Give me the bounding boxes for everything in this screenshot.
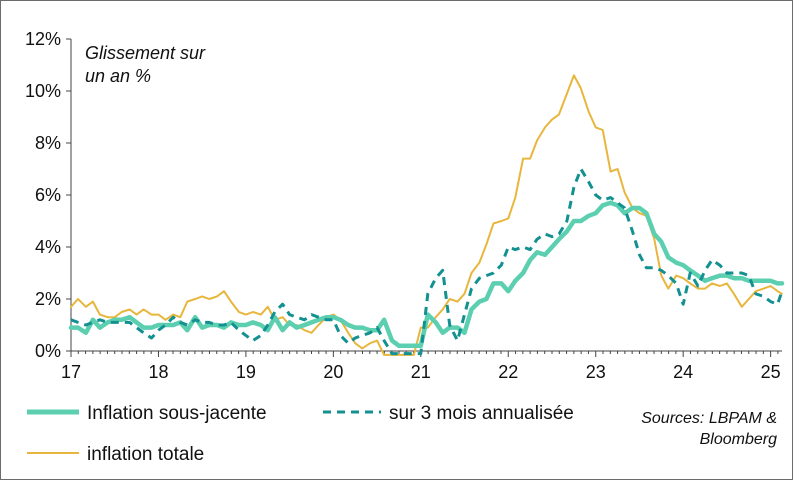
y-tick-label: 6% — [35, 185, 61, 205]
x-tick-label: 19 — [236, 362, 256, 382]
series-line-3m-annualized — [70, 167, 784, 356]
series-line-core — [68, 200, 785, 349]
y-tick-label: 12% — [25, 29, 61, 49]
y-tick-label: 10% — [25, 81, 61, 101]
y-tick-label: 2% — [35, 289, 61, 309]
x-tick-label: 23 — [586, 362, 606, 382]
x-tick-label: 22 — [498, 362, 518, 382]
x-tick-label: 21 — [411, 362, 431, 382]
source-line-1: Sources: LBPAM & — [641, 410, 777, 427]
legend-label-core: Inflation sous-jacente — [87, 403, 267, 424]
x-tick-label: 17 — [61, 362, 81, 382]
chart-note-line-1: Glissement sur — [85, 43, 206, 63]
y-tick-label: 0% — [35, 341, 61, 361]
x-tick-label: 18 — [148, 362, 168, 382]
y-tick-label: 8% — [35, 133, 61, 153]
series-group — [68, 74, 785, 356]
y-tick-label: 4% — [35, 237, 61, 257]
source-line-2: Bloomberg — [700, 431, 777, 448]
x-tick-label: 25 — [761, 362, 781, 382]
legend-label-3m: sur 3 mois annualisée — [389, 403, 574, 424]
series-line-headline — [70, 74, 783, 356]
legend-label-headline: inflation totale — [87, 444, 204, 465]
chart-note-line-2: un an % — [85, 66, 151, 86]
axes-group — [66, 38, 782, 357]
tick-labels-group: 0% 2% 4% 6% 8% 10% 12% 17 18 19 20 21 22 23 24 25 — [25, 29, 781, 382]
x-tick-label: 20 — [323, 362, 343, 382]
x-tick-label: 24 — [673, 362, 693, 382]
